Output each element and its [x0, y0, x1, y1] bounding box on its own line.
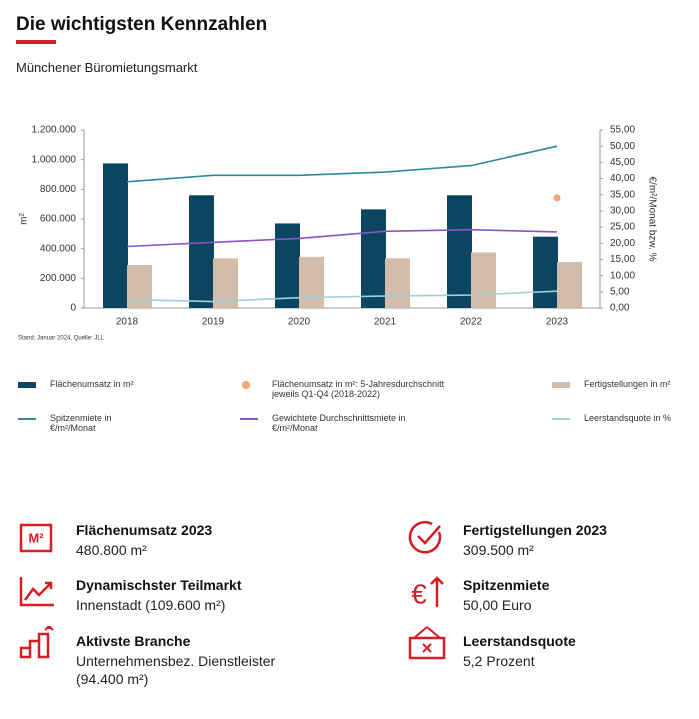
kpi: Spitzenmiete 50,00 Euro — [463, 577, 683, 614]
y-tick-label: 0 — [70, 303, 76, 314]
bar — [127, 264, 152, 308]
line — [126, 228, 558, 248]
legend-label: Flächenumsatz in m²: 5-Jahresdurchschnit… — [272, 379, 445, 399]
kpi: Fertigstellungen 2023 309.500 m² — [463, 522, 683, 559]
y2-tick-label: 10,00 — [610, 270, 635, 281]
y2-tick-label: 5,00 — [610, 286, 630, 297]
bar — [533, 236, 558, 308]
x-tick-label: 2019 — [202, 317, 225, 328]
kpi-title: Dynamischster Teilmarkt — [76, 577, 242, 593]
y-tick-label: 1.200.000 — [32, 125, 77, 136]
legend-marker — [552, 382, 570, 388]
kpi-title: Flächenumsatz 2023 — [76, 522, 213, 538]
bar — [361, 209, 386, 308]
legend-item: Leerstandsquote in % — [552, 413, 682, 423]
x-tick-label: 2021 — [374, 317, 397, 328]
y2-tick-label: 40,00 — [610, 173, 635, 184]
line — [126, 145, 558, 183]
y-axis-label: m² — [19, 213, 30, 225]
x-tick-label: 2020 — [288, 317, 311, 328]
page-title: Die wichtigsten Kennzahlen — [16, 14, 268, 35]
bar — [471, 252, 496, 308]
y2-axis-label: €/m²/Monat bzw. % — [646, 176, 657, 261]
legend-label: Gewichtete Durchschnittsmiete in €/m²/Mo… — [272, 413, 406, 433]
y-tick-label: 200.000 — [40, 273, 77, 284]
bar — [275, 223, 300, 308]
line — [126, 290, 558, 303]
x-tick-label: 2023 — [546, 317, 569, 328]
icon-m2: M² — [19, 523, 53, 553]
legend-marker — [240, 418, 258, 420]
bar — [189, 195, 214, 308]
legend-item: Spitzenmiete in €/m²/Monat — [18, 413, 148, 433]
kpi-title: Fertigstellungen 2023 — [463, 522, 607, 538]
kpi-value: 480.800 m² — [76, 542, 147, 558]
svg-text:M²: M² — [28, 530, 44, 545]
title-accent — [16, 40, 56, 44]
bar — [385, 258, 410, 308]
legend-marker — [242, 381, 250, 389]
legend-item: Flächenumsatz in m² — [18, 379, 148, 389]
legend-marker — [18, 418, 36, 420]
y2-tick-label: 20,00 — [610, 238, 635, 249]
subtitle: Münchener Büromietungsmarkt — [16, 60, 198, 75]
kpi-value: Innenstadt (109.600 m²) — [76, 597, 226, 613]
x-tick-label: 2022 — [460, 317, 483, 328]
chart: 0 200.000 400.000 600.000 800.000 1.000.000 1.… — [18, 125, 657, 342]
bar — [299, 256, 324, 308]
kpi: Leerstandsquote 5,2 Prozent — [463, 633, 683, 670]
icon-check — [408, 521, 442, 554]
icon-euro: € — [411, 576, 444, 609]
legend-swatch — [552, 382, 570, 388]
kpi: Dynamischster Teilmarkt Innenstadt (109.6… — [76, 577, 291, 614]
kpi: Flächenumsatz 2023 480.800 m² — [76, 522, 291, 559]
legend-dot — [242, 381, 250, 389]
kpi-value: 5,2 Prozent — [463, 653, 535, 669]
legend-marker — [18, 382, 36, 388]
kpi: Aktivste Branche Unternehmensbez. Dienstl… — [76, 633, 291, 688]
legend-label: Fertigstellungen in m² — [584, 379, 671, 389]
legend-label: Leerstandsquote in % — [584, 413, 672, 423]
y2-tick-label: 55,00 — [610, 125, 635, 136]
kpi-value: 50,00 Euro — [463, 597, 532, 613]
kpi-value: Unternehmensbez. Dienstleister (94.400 m… — [76, 653, 276, 687]
y-tick-label: 1.000.000 — [32, 154, 77, 165]
y2-tick-label: 15,00 — [610, 254, 635, 265]
y2-tick-label: 50,00 — [610, 141, 635, 152]
legend-label: Flächenumsatz in m² — [50, 379, 134, 389]
kpi-title: Leerstandsquote — [463, 633, 576, 649]
legend-item: Gewichtete Durchschnittsmiete in €/m²/Mo… — [240, 413, 450, 433]
kpi-title: Spitzenmiete — [463, 577, 550, 593]
icon-trend — [19, 577, 54, 607]
svg-text:€: € — [411, 578, 427, 609]
legend-marker — [552, 418, 570, 420]
legend-swatch — [18, 382, 36, 388]
average-point — [553, 194, 561, 202]
y2-tick-label: 35,00 — [610, 189, 635, 200]
bar — [557, 262, 582, 308]
y2-tick-label: 0,00 — [610, 303, 630, 314]
y-tick-label: 800.000 — [40, 184, 77, 195]
legend-label: Spitzenmiete in €/m²/Monat — [50, 413, 112, 433]
kpi-title: Aktivste Branche — [76, 633, 191, 649]
kpi-value: 309.500 m² — [463, 542, 534, 558]
bar — [447, 195, 472, 308]
legend-item: Flächenumsatz in m²: 5-Jahresdurchschnit… — [240, 379, 450, 399]
y2-tick-label: 30,00 — [610, 206, 635, 217]
bar — [103, 163, 128, 308]
y-tick-label: 400.000 — [40, 243, 77, 254]
x-tick-label: 2018 — [116, 317, 139, 328]
icon-steps — [19, 626, 54, 659]
source-note: Stand: Januar 2024, Quelle: JLL — [18, 336, 105, 342]
bar — [213, 258, 238, 308]
y-tick-label: 600.000 — [40, 214, 77, 225]
icon-vacancy — [408, 626, 446, 660]
legend-item: Fertigstellungen in m² — [552, 379, 682, 389]
y2-tick-label: 45,00 — [610, 157, 635, 168]
y2-tick-label: 25,00 — [610, 222, 635, 233]
